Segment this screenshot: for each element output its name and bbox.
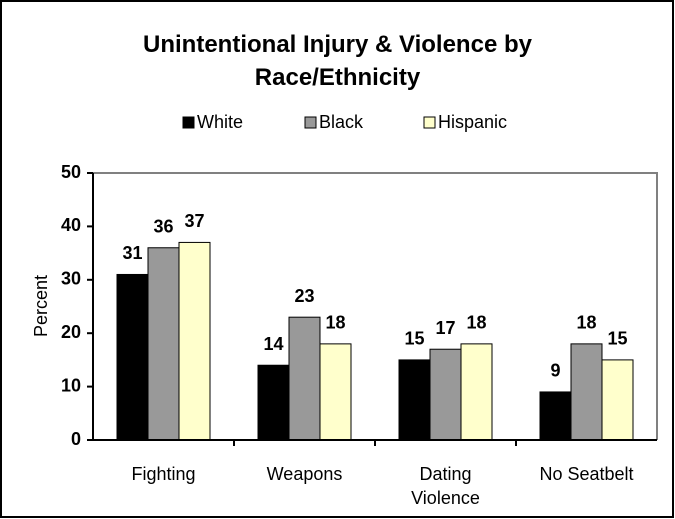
value-label: 17 [435, 318, 455, 338]
legend-swatch [423, 116, 436, 129]
bar [178, 241, 211, 441]
bar [288, 316, 321, 441]
y-axis-label: Percent [31, 275, 51, 337]
x-tick-label: Fighting [131, 464, 196, 484]
value-label: 18 [576, 313, 596, 333]
value-label: 36 [153, 217, 173, 237]
value-label: 15 [404, 329, 424, 349]
legend-label: Hispanic [438, 112, 507, 132]
value-label: 23 [294, 286, 314, 306]
legend-label: White [197, 112, 243, 132]
value-label: 18 [466, 313, 486, 333]
legend-label: Black [319, 112, 364, 132]
bar [319, 343, 352, 441]
bar [601, 359, 634, 441]
bar [570, 343, 603, 441]
bar [257, 364, 290, 441]
bar [460, 343, 493, 441]
x-tick-label: Weapons [266, 464, 343, 484]
bar [147, 247, 180, 441]
y-tick-label: 0 [71, 429, 81, 449]
y-tick-label: 10 [61, 375, 81, 395]
plot-border [93, 172, 658, 440]
value-label: 9 [550, 361, 560, 381]
bar [539, 391, 572, 441]
value-label: 37 [184, 211, 204, 231]
x-tick-label: No Seatbelt [539, 464, 634, 484]
y-tick-label: 40 [61, 215, 81, 235]
chart-title: Unintentional Injury & Violence by Race/… [143, 31, 532, 91]
legend-swatch [182, 116, 195, 129]
y-tick-label: 20 [61, 322, 81, 342]
legend-swatch [304, 116, 317, 129]
y-tick-label: 50 [61, 162, 81, 182]
bar [116, 273, 149, 441]
value-label: 15 [607, 329, 627, 349]
value-label: 31 [122, 243, 142, 263]
bar [398, 359, 431, 441]
bar [429, 348, 462, 441]
y-tick-label: 30 [61, 269, 81, 289]
x-tick-label: Dating Violence [411, 464, 480, 508]
value-label: 14 [263, 334, 283, 354]
value-label: 18 [325, 313, 345, 333]
